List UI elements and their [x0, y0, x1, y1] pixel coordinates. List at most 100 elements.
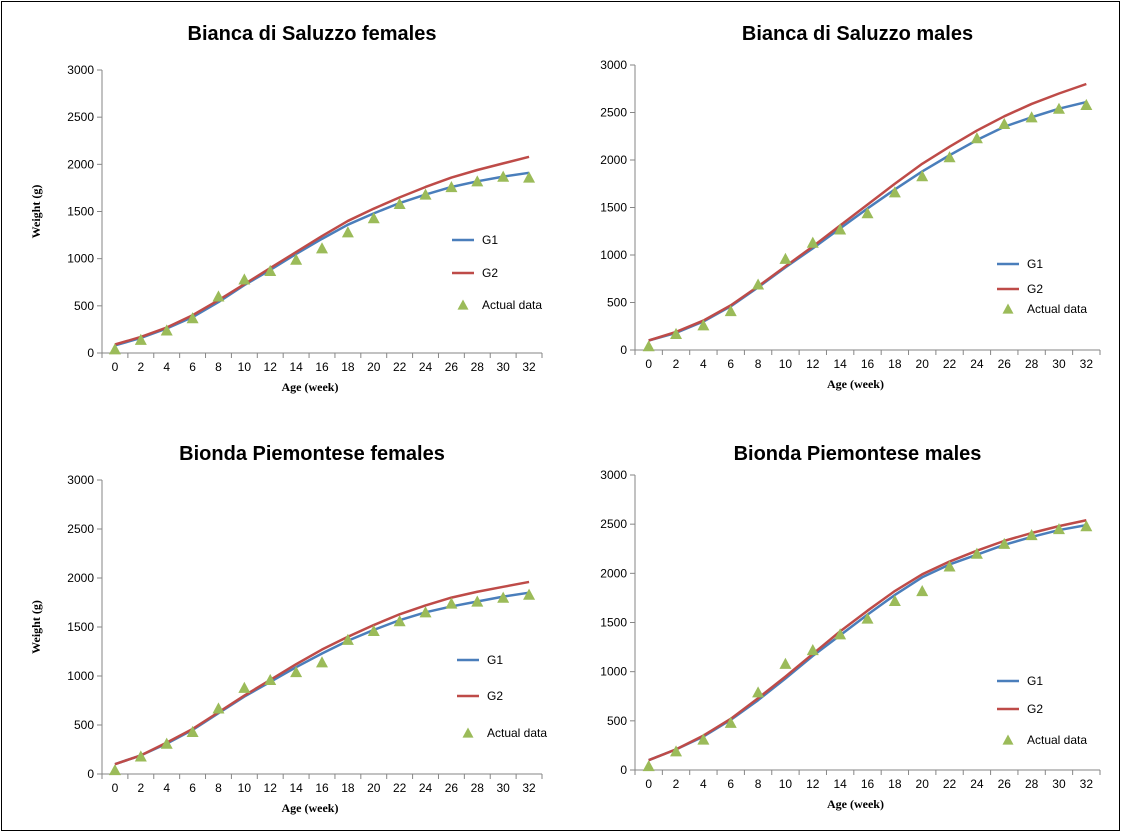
chart-bionda-females: Bionda Piemontese females050010001500200… [29, 443, 547, 815]
x-tick-label: 20 [916, 777, 930, 791]
actual-data-point [888, 594, 901, 606]
actual-data-point [916, 170, 929, 182]
x-tick-label: 4 [163, 781, 170, 795]
actual-data-point [134, 750, 147, 762]
x-tick-label: 12 [806, 357, 820, 371]
y-axis-label: Weight (g) [29, 185, 43, 239]
y-tick-label: 2000 [67, 157, 94, 171]
x-tick-label: 24 [970, 357, 984, 371]
x-tick-label: 32 [522, 360, 536, 374]
y-tick-label: 500 [607, 714, 627, 728]
x-tick-label: 10 [238, 360, 252, 374]
actual-data-point [264, 673, 277, 686]
x-tick-label: 2 [137, 781, 144, 795]
actual-data-point [419, 606, 432, 618]
x-tick-label: 14 [289, 360, 303, 374]
legend-label: Actual data [1027, 302, 1087, 316]
legend-label: G1 [487, 653, 503, 667]
x-axis-label: Age (week) [282, 380, 339, 394]
x-tick-label: 10 [779, 357, 793, 371]
actual-data-point [916, 585, 929, 597]
x-tick-label: 26 [445, 360, 459, 374]
actual-data-point [970, 547, 983, 559]
legend-swatch-actual [1002, 303, 1014, 314]
actual-data-point [238, 273, 251, 285]
actual-data-point [752, 278, 765, 290]
y-tick-label: 1500 [67, 620, 94, 634]
y-tick-label: 1000 [600, 248, 627, 262]
legend-label: G2 [1027, 282, 1043, 296]
actual-data-point [523, 171, 536, 183]
actual-data-point [212, 290, 225, 302]
series-line-g1 [648, 100, 1087, 342]
y-tick-label: 3000 [67, 63, 94, 77]
y-tick-label: 0 [87, 346, 94, 360]
x-axis-label: Age (week) [827, 797, 884, 811]
actual-data-point [471, 175, 484, 187]
series-line-g2 [114, 580, 530, 766]
x-tick-label: 8 [215, 360, 222, 374]
y-tick-label: 0 [620, 763, 627, 777]
actual-data-point [367, 212, 380, 224]
actual-data-point [779, 252, 792, 264]
x-tick-label: 4 [700, 777, 707, 791]
x-tick-label: 10 [779, 777, 793, 791]
legend-label: G1 [1027, 257, 1043, 271]
actual-data-point [642, 760, 655, 772]
x-tick-label: 30 [496, 360, 510, 374]
actual-data-point [316, 656, 328, 668]
x-tick-label: 24 [970, 777, 984, 791]
actual-data-point [670, 745, 683, 757]
chart-bianca-males: Bianca di Saluzzo males 0 500 1000 1500 2000 2… [600, 23, 1101, 391]
x-tick-label: 20 [916, 357, 930, 371]
actual-data-point [393, 615, 406, 627]
x-tick-label: 12 [264, 781, 278, 795]
actual-data-point [888, 186, 901, 198]
series-line-g1 [648, 523, 1087, 762]
y-tick-label: 1000 [67, 252, 94, 266]
x-tick-label: 8 [215, 781, 222, 795]
x-tick-label: 6 [189, 781, 196, 795]
x-tick-label: 16 [315, 360, 329, 374]
actual-data-point [341, 633, 354, 645]
actual-data-point [943, 151, 956, 163]
chart-bianca-females: Bianca di Saluzzo females050010001500200… [29, 23, 543, 394]
x-tick-label: 30 [496, 781, 510, 795]
x-tick-label: 24 [419, 360, 433, 374]
y-tick-label: 2500 [67, 110, 94, 124]
legend-swatch-actual [457, 299, 469, 310]
x-tick-label: 6 [727, 777, 734, 791]
y-tick-label: 0 [620, 343, 627, 357]
x-tick-label: 32 [1080, 777, 1094, 791]
x-tick-label: 18 [888, 777, 902, 791]
actual-data-point [752, 686, 765, 698]
y-tick-label: 500 [607, 296, 627, 310]
x-tick-label: 20 [367, 781, 381, 795]
x-tick-label: 0 [645, 357, 652, 371]
actual-data-point [497, 170, 510, 182]
legend-label: Actual data [1027, 733, 1087, 747]
chart-bionda-males: Bionda Piemontese males 0 500 1000 1500 2000 2… [600, 443, 1101, 811]
x-tick-label: 14 [289, 781, 303, 795]
x-tick-label: 0 [645, 777, 652, 791]
x-tick-label: 22 [943, 357, 957, 371]
y-tick-label: 3000 [600, 468, 627, 482]
x-tick-label: 10 [238, 781, 252, 795]
actual-data-point [834, 628, 847, 640]
actual-data-point [367, 624, 380, 637]
chart-title: Bionda Piemontese males [734, 443, 982, 465]
legend-swatch-actual [1002, 734, 1014, 745]
y-tick-label: 1000 [67, 669, 94, 683]
actual-data-point [998, 537, 1011, 549]
actual-data-point [497, 591, 510, 603]
y-axis-label: Weight (g) [29, 600, 43, 654]
actual-data-point [290, 253, 303, 265]
x-tick-label: 30 [1052, 777, 1066, 791]
actual-data-point [160, 737, 173, 749]
y-tick-label: 2500 [67, 522, 94, 536]
actual-data-point [1080, 98, 1093, 110]
series-line-g2 [648, 519, 1087, 762]
actual-data-point [393, 197, 406, 210]
y-tick-label: 2000 [600, 153, 627, 167]
x-tick-label: 2 [673, 777, 680, 791]
